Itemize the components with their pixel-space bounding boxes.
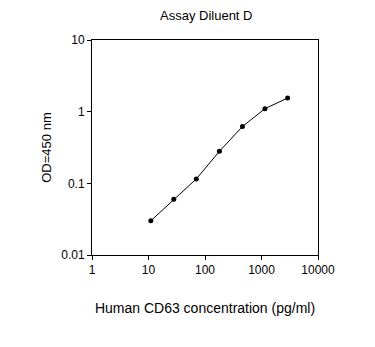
svg-text:100: 100 (195, 263, 215, 277)
svg-text:Human CD63 concentration (pg/m: Human CD63 concentration (pg/ml) (95, 300, 315, 316)
svg-text:Assay Diluent D: Assay Diluent D (160, 8, 252, 23)
svg-text:OD=450 nm: OD=450 nm (39, 112, 54, 182)
svg-text:1: 1 (78, 105, 85, 119)
svg-text:10: 10 (71, 33, 85, 47)
svg-text:1000: 1000 (248, 263, 275, 277)
svg-text:1: 1 (89, 263, 96, 277)
svg-text:10000: 10000 (301, 263, 335, 277)
svg-text:0.1: 0.1 (68, 177, 85, 191)
svg-text:10: 10 (142, 263, 156, 277)
svg-text:0.01: 0.01 (61, 248, 85, 262)
